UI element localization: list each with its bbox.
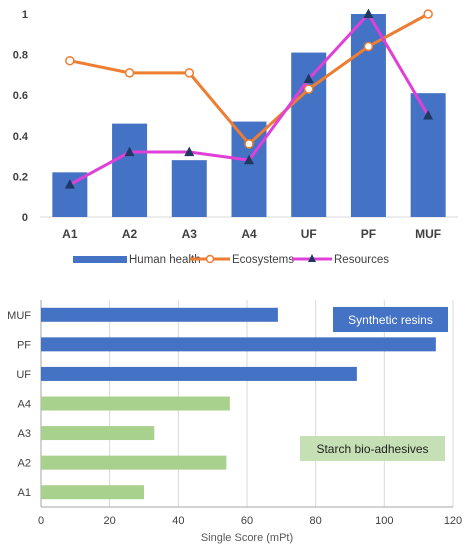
y-tick-label: 0 — [22, 212, 28, 224]
point-ecosystems-a2 — [124, 68, 135, 78]
x-tick-label-pf: PF — [361, 227, 376, 241]
y-tick-label-a3: A3 — [18, 428, 31, 440]
x-tick-label: 80 — [310, 515, 322, 527]
annotation-synthetic-resins: Synthetic resins — [348, 313, 433, 327]
bar-human-health-a4 — [231, 121, 267, 217]
point-resources-muf — [423, 110, 434, 120]
x-tick-label-muf: MUF — [415, 227, 441, 241]
x-axis-title: Single Score (mPt) — [201, 532, 293, 544]
point-resources-a4 — [244, 154, 254, 165]
x-tick-label-uf: UF — [301, 227, 317, 241]
bottom-chart-single-score: MUF PF UF A4 A3 A2 A1 0 20 40 60 80 100 120 Single Sco… — [7, 300, 462, 544]
legend-label-ecosystems: Ecosystems — [232, 254, 294, 266]
legend-marker-resources — [308, 254, 316, 262]
point-ecosystems-a4 — [244, 139, 254, 149]
y-tick-label-a4: A4 — [18, 399, 31, 411]
point-resources-a3 — [184, 146, 195, 157]
bar-single-score-pf — [41, 337, 436, 352]
legend-label-resources: Resources — [334, 254, 389, 266]
bar-single-score-a3 — [41, 426, 155, 441]
x-tick-label: 60 — [241, 515, 253, 527]
bar-single-score-muf — [41, 307, 278, 322]
y-tick-label: 0.6 — [13, 90, 28, 102]
bar-human-health-a3 — [171, 160, 207, 217]
x-tick-label-a3: A3 — [182, 227, 198, 241]
x-tick-label-a2: A2 — [122, 227, 138, 241]
top-chart-impact-categories: 0 0.2 0.4 0.6 0.8 1 A1 A2 A3 A4 UF PF MUF — [13, 8, 458, 241]
annotation-box-synthetic-resins — [333, 307, 448, 332]
point-ecosystems-uf — [303, 84, 314, 94]
point-resources-a1 — [64, 179, 75, 189]
bar-single-score-a4 — [41, 396, 230, 411]
point-resources-a2 — [124, 146, 135, 157]
y-tick-label-a2: A2 — [18, 458, 31, 470]
y-tick-label-a1: A1 — [18, 487, 31, 499]
point-ecosystems-a1 — [65, 55, 75, 66]
y-tick-label: 0.4 — [13, 131, 29, 143]
point-ecosystems-a3 — [184, 68, 195, 78]
x-tick-label-a4: A4 — [241, 227, 257, 241]
bar-human-health-a2 — [112, 123, 148, 217]
y-tick-label-muf: MUF — [7, 310, 31, 322]
annotation-starch-bio-adhesives: Starch bio-adhesives — [316, 442, 428, 456]
x-tick-label: 0 — [38, 515, 44, 527]
x-tick-label: 40 — [172, 515, 184, 527]
x-tick-label: 120 — [444, 515, 462, 527]
y-tick-label-pf: PF — [17, 339, 31, 351]
point-ecosystems-muf — [423, 9, 433, 19]
y-tick-label-uf: UF — [16, 369, 31, 381]
y-tick-label: 0.8 — [13, 50, 28, 62]
x-tick-label: 20 — [104, 515, 116, 527]
point-ecosystems-pf — [363, 41, 374, 52]
bar-single-score-uf — [41, 366, 357, 381]
y-tick-label: 1 — [22, 9, 28, 21]
top-chart-legend: Human health Ecosystems Resources — [73, 254, 389, 266]
x-tick-label-a1: A1 — [62, 227, 78, 241]
bar-single-score-a2 — [41, 455, 227, 470]
bar-single-score-a1 — [41, 485, 144, 500]
annotation-box-starch-bio-adhesives — [300, 436, 445, 461]
x-tick-label: 100 — [375, 515, 393, 527]
legend-label-human-health: Human health — [129, 254, 201, 266]
legend-marker-ecosystems — [205, 254, 215, 264]
legend-swatch-human-health — [73, 256, 127, 263]
point-resources-uf — [303, 73, 314, 84]
y-tick-label: 0.2 — [13, 171, 28, 183]
point-resources-pf — [363, 8, 374, 19]
